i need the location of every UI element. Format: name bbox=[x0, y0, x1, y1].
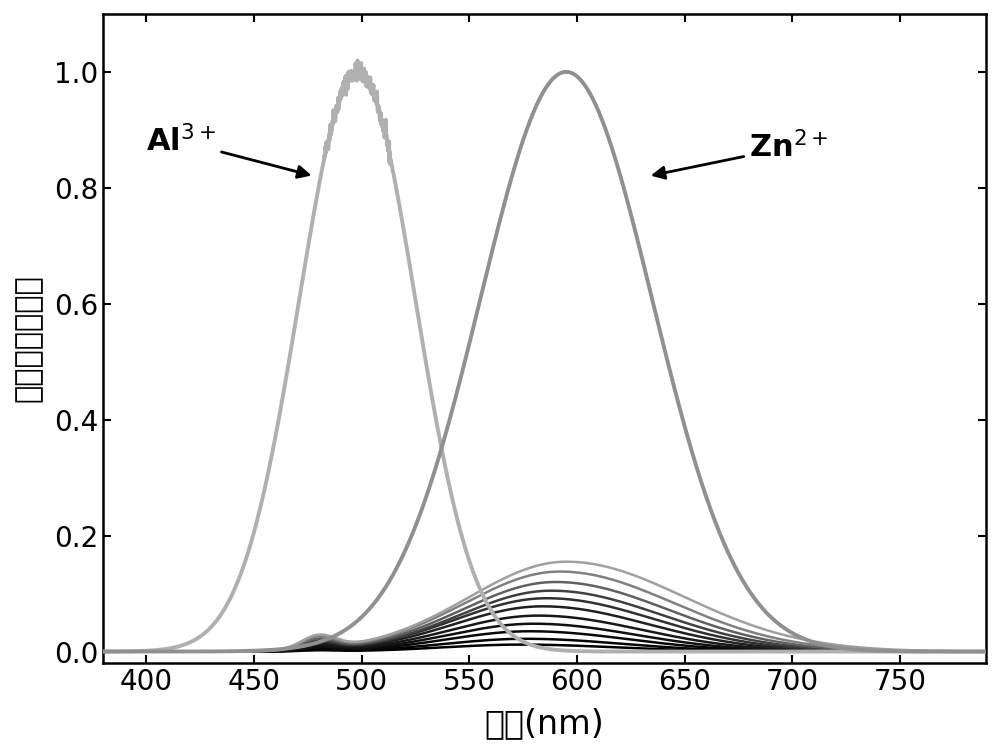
Y-axis label: 归一化荧光强度: 归一化荧光强度 bbox=[14, 274, 43, 403]
Text: Al$^{3+}$: Al$^{3+}$ bbox=[146, 125, 309, 177]
X-axis label: 波长(nm): 波长(nm) bbox=[485, 707, 605, 740]
Text: Zn$^{2+}$: Zn$^{2+}$ bbox=[654, 131, 829, 178]
